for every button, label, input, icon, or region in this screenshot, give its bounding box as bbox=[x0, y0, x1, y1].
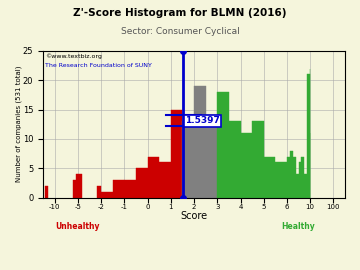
Bar bbox=[73, 180, 76, 198]
X-axis label: Score: Score bbox=[180, 211, 208, 221]
Text: The Research Foundation of SUNY: The Research Foundation of SUNY bbox=[45, 63, 152, 68]
Bar bbox=[296, 174, 298, 198]
Bar bbox=[264, 157, 275, 198]
Bar bbox=[45, 186, 48, 198]
Bar bbox=[229, 121, 240, 198]
Bar bbox=[113, 180, 125, 198]
Bar bbox=[290, 151, 293, 198]
Bar bbox=[136, 168, 148, 198]
Bar bbox=[76, 174, 78, 198]
Text: ©www.textbiz.org: ©www.textbiz.org bbox=[45, 54, 102, 59]
Text: Healthy: Healthy bbox=[282, 222, 315, 231]
Text: Unhealthy: Unhealthy bbox=[56, 222, 100, 231]
Bar bbox=[287, 157, 290, 198]
Bar bbox=[304, 174, 307, 198]
Bar bbox=[301, 157, 304, 198]
Bar bbox=[307, 74, 310, 198]
Bar bbox=[217, 92, 229, 198]
Bar bbox=[159, 162, 171, 198]
Bar bbox=[206, 116, 217, 198]
Bar bbox=[183, 121, 194, 198]
Text: Sector: Consumer Cyclical: Sector: Consumer Cyclical bbox=[121, 27, 239, 36]
Bar bbox=[78, 174, 82, 198]
Text: Z'-Score Histogram for BLMN (2016): Z'-Score Histogram for BLMN (2016) bbox=[73, 8, 287, 18]
Bar bbox=[148, 157, 159, 198]
Text: 1.5397: 1.5397 bbox=[185, 116, 220, 125]
Bar bbox=[298, 162, 301, 198]
Bar bbox=[171, 110, 183, 198]
Bar bbox=[293, 157, 296, 198]
Bar bbox=[97, 186, 101, 198]
Bar bbox=[125, 180, 136, 198]
Bar bbox=[101, 192, 113, 198]
Bar bbox=[275, 162, 287, 198]
Y-axis label: Number of companies (531 total): Number of companies (531 total) bbox=[15, 66, 22, 183]
Bar bbox=[194, 86, 206, 198]
Bar bbox=[240, 133, 252, 198]
Bar bbox=[252, 121, 264, 198]
